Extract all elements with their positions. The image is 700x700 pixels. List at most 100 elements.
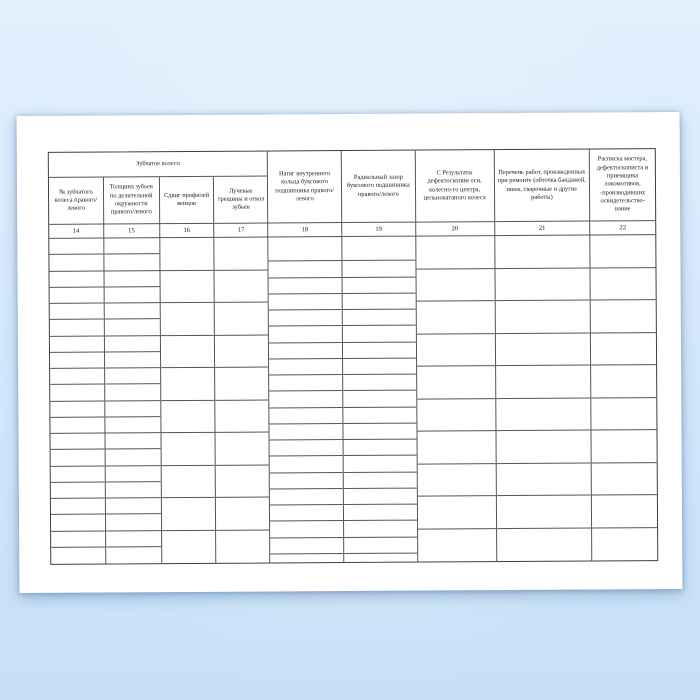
body-cell-col19 [343,374,417,392]
body-cell-col14 [50,449,105,467]
colnum-21: 21 [494,221,591,237]
body-cell-col15 [105,481,161,499]
body-cell-col15 [105,433,161,450]
body-column-14 [49,238,107,564]
body-cell-col15 [104,254,160,271]
body-cell-col16 [161,465,216,499]
body-cell-col15 [104,368,160,385]
body-cell-col15 [104,335,160,353]
body-cell-col19 [343,504,417,522]
body-cell-col20 [417,463,496,497]
body-cell-col18 [270,505,344,522]
body-cell-col22 [591,332,657,366]
body-cell-col14 [49,254,104,272]
body-cell-col17 [215,399,269,433]
body-cell-col15 [105,498,161,515]
body-cell-col17 [215,302,269,336]
body-cell-col18 [269,391,343,409]
body-cell-col19 [342,277,416,294]
body-cell-col14 [49,271,104,288]
body-cell-col14 [49,352,104,369]
body-cell-col21 [496,495,592,529]
wheelset-inspection-table: Зубчатое колесо № зубчатого колеса право… [47,148,659,565]
body-cell-col19 [342,309,416,327]
header-col-18: Натяг внутреннего кольца буксового подши… [268,151,343,224]
body-cell-col16 [160,335,215,369]
body-cell-col22 [591,365,657,399]
body-cell-col19 [344,520,417,538]
header-col-17: Лучевые трещины и откол зубьев [214,176,269,224]
body-cell-col15 [105,465,161,483]
body-cell-col19 [343,439,417,457]
body-column-18 [268,237,345,563]
body-cell-col15 [105,449,161,466]
body-column-16 [159,237,217,564]
body-cell-col19 [343,390,417,408]
body-cell-col16 [160,367,215,401]
body-cell-col21 [495,365,591,399]
body-cell-col16 [160,400,215,434]
body-cell-col18 [269,358,343,376]
body-cell-col21 [497,528,592,561]
body-cell-col18 [268,277,342,295]
body-column-15 [104,238,162,564]
body-cell-col16 [160,302,215,336]
colnum-17: 17 [214,223,269,238]
body-cell-col17 [215,367,269,401]
body-cell-col17 [214,269,268,303]
body-cell-col21 [495,268,590,302]
body-cell-col19 [344,537,418,554]
body-cell-col14 [50,465,105,483]
body-cell-col16 [161,432,216,466]
body-cell-col20 [417,398,495,432]
header-col-14: № зубчатого колеса правого/ левого [48,177,105,225]
body-cell-col18 [269,423,343,441]
body-column-20 [416,236,497,562]
body-cell-col15 [105,416,161,434]
body-cell-col18 [269,407,343,425]
body-cell-col19 [343,488,417,506]
body-cell-col19 [342,325,416,343]
body-cell-col21 [495,398,591,432]
body-cell-col18 [270,537,344,555]
body-cell-col20 [417,431,496,465]
header-col-19: Радиальный зазор буксового подшипника пр… [341,150,416,224]
body-cell-col15 [106,547,161,564]
body-cell-col22 [590,235,656,269]
body-cell-col17 [216,464,270,498]
body-cell-col18 [269,456,343,474]
header-col-21: Перечень работ, произведенных при ремонт… [494,149,591,223]
body-cell-col14 [50,384,105,402]
body-cell-col14 [49,287,104,304]
body-cell-col14 [50,514,105,532]
body-cell-col19 [343,423,417,441]
document-sheet: Зубчатое колесо № зубчатого колеса право… [16,111,683,594]
body-cell-col18 [270,554,343,563]
body-cell-col17 [216,497,270,531]
body-cell-col21 [495,300,591,334]
body-cell-col15 [104,303,160,320]
body-cell-col22 [590,300,656,334]
body-cell-col15 [105,530,161,548]
body-cell-col16 [162,530,216,563]
body-cell-col14 [49,238,104,256]
body-cell-col19 [343,455,417,473]
body-cell-col20 [418,529,496,562]
body-cell-col18 [269,342,343,360]
body-column-22 [590,235,658,561]
body-cell-col14 [49,303,104,321]
body-cell-col21 [495,333,591,367]
body-cell-col14 [50,498,105,516]
body-cell-col19 [343,472,417,489]
body-cell-col16 [161,497,216,531]
body-cell-col14 [50,417,105,434]
body-cell-col19 [342,260,416,278]
body-cell-col22 [592,528,657,561]
body-cell-col19 [344,553,417,562]
colnum-18: 18 [268,223,343,238]
body-cell-col21 [494,235,590,269]
body-cell-col15 [104,286,160,304]
header-col-15: Толщина зубьев по делительной окружности… [103,177,160,225]
body-cell-col16 [159,237,214,271]
body-cell-col15 [104,319,160,336]
